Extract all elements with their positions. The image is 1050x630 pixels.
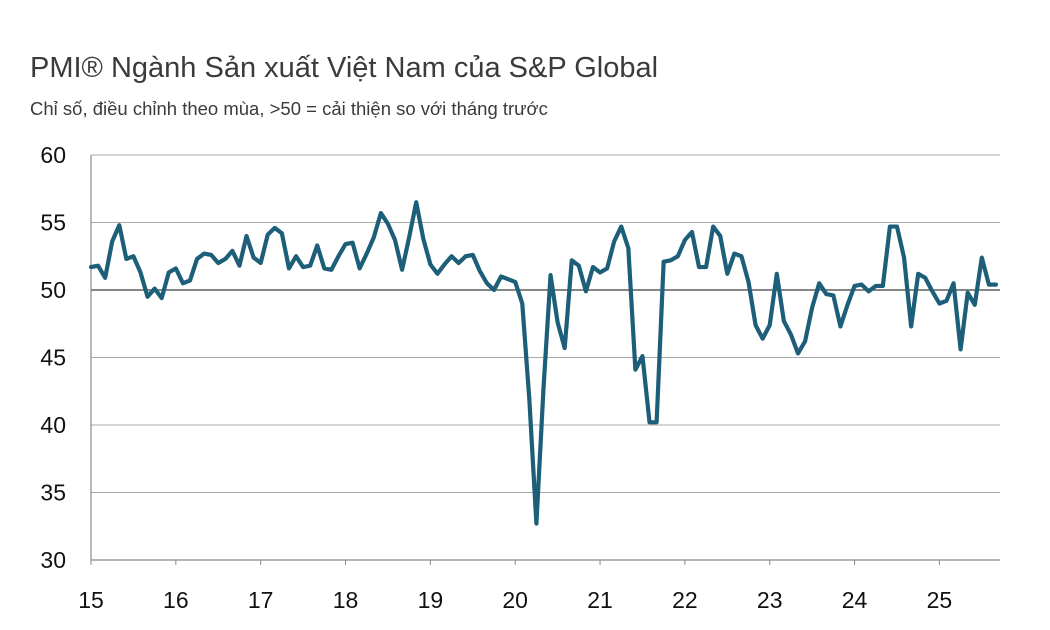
x-tick-label: 25: [927, 587, 953, 613]
x-tick-label: 20: [502, 587, 528, 613]
y-tick-label: 60: [40, 142, 66, 168]
x-tick-label: 24: [842, 587, 868, 613]
y-tick-label: 55: [40, 210, 66, 236]
x-tick-label: 23: [757, 587, 783, 613]
x-tick-label: 19: [418, 587, 444, 613]
x-tick-labels: 15 16 17 18 19 20 21 22 23 24 25: [78, 560, 952, 613]
series-line-pmi: [88, 200, 999, 526]
series-group: [88, 200, 999, 526]
x-tick-label: 22: [672, 587, 698, 613]
x-tick-label: 15: [78, 587, 104, 613]
y-tick-label: 30: [40, 547, 66, 573]
y-tick-label: 40: [40, 412, 66, 438]
chart-title: PMI® Ngành Sản xuất Việt Nam của S&P Glo…: [30, 52, 659, 84]
x-tick-label: 17: [248, 587, 274, 613]
x-tick-label: 16: [163, 587, 189, 613]
chart-subtitle: Chỉ số, điều chỉnh theo mùa, >50 = cải t…: [30, 98, 548, 119]
y-tick-label: 35: [40, 480, 66, 506]
x-tick-label: 18: [333, 587, 359, 613]
x-tick-label: 21: [587, 587, 613, 613]
y-tick-label: 50: [40, 277, 66, 303]
y-tick-label: 45: [40, 345, 66, 371]
y-tick-labels: 60 55 50 45 40 35 30: [40, 142, 66, 573]
